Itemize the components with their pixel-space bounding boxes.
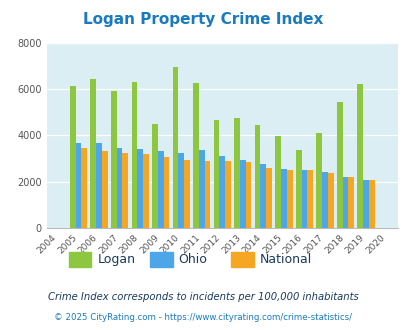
Bar — [225, 161, 230, 228]
Bar — [356, 84, 362, 228]
Bar — [163, 157, 169, 228]
Bar — [204, 161, 210, 228]
Bar — [102, 151, 107, 228]
Text: National: National — [259, 253, 311, 266]
Bar — [239, 160, 245, 228]
Bar — [131, 82, 137, 228]
Bar — [111, 91, 116, 228]
Bar — [327, 174, 333, 228]
Bar — [137, 149, 143, 228]
Bar — [307, 170, 312, 228]
Bar — [234, 118, 239, 228]
Text: Logan: Logan — [97, 253, 135, 266]
Text: Logan Property Crime Index: Logan Property Crime Index — [83, 12, 322, 26]
Bar — [151, 124, 158, 228]
Bar — [172, 67, 178, 228]
Text: Crime Index corresponds to incidents per 100,000 inhabitants: Crime Index corresponds to incidents per… — [47, 292, 358, 302]
Bar — [75, 143, 81, 228]
Bar — [254, 125, 260, 228]
Bar — [198, 150, 204, 228]
Bar — [143, 154, 148, 228]
Bar — [362, 180, 368, 228]
Bar — [321, 172, 327, 228]
Bar — [347, 177, 353, 228]
Bar — [301, 170, 307, 228]
Bar — [266, 168, 271, 228]
Bar — [122, 152, 128, 228]
Text: © 2025 CityRating.com - https://www.cityrating.com/crime-statistics/: © 2025 CityRating.com - https://www.city… — [54, 313, 351, 322]
Bar — [275, 137, 280, 228]
Bar — [286, 170, 292, 228]
Bar — [213, 120, 219, 228]
Bar — [219, 156, 225, 228]
Bar — [193, 83, 198, 228]
Bar — [280, 169, 286, 228]
Bar — [116, 148, 122, 228]
Bar — [342, 177, 347, 228]
Bar — [295, 150, 301, 228]
Bar — [315, 133, 321, 228]
Bar — [96, 143, 102, 228]
Bar — [183, 160, 190, 228]
Bar — [90, 79, 96, 228]
Bar — [178, 152, 183, 228]
Bar — [81, 148, 87, 228]
Bar — [368, 180, 374, 228]
Bar — [245, 162, 251, 228]
Bar — [336, 102, 342, 228]
Bar — [260, 164, 266, 228]
Bar — [70, 85, 75, 228]
Text: Ohio: Ohio — [178, 253, 207, 266]
Bar — [158, 151, 163, 228]
